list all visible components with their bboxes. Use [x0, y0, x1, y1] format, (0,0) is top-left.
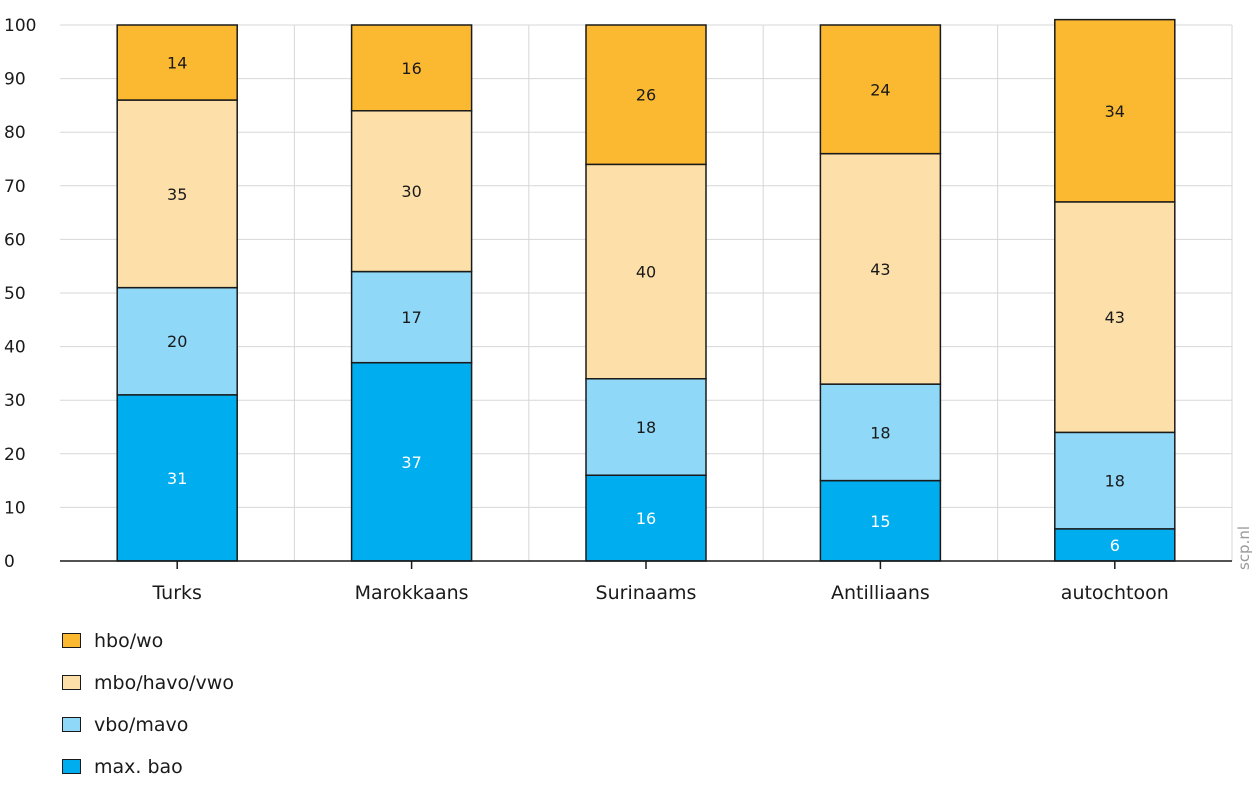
bar-segment	[585, 378, 707, 476]
y-tick-label: 30	[4, 391, 26, 411]
bar-segment	[350, 24, 473, 112]
bar-segment	[819, 383, 942, 482]
bar-segment	[819, 24, 942, 155]
data-label: 37	[401, 453, 421, 472]
bar-segment	[819, 152, 942, 385]
data-label: 17	[401, 308, 421, 327]
data-label: 18	[636, 418, 656, 437]
x-tick-label: Turks	[151, 582, 201, 604]
legend-swatch	[62, 633, 81, 648]
legend-label: hbo/wo	[94, 629, 164, 652]
data-label: 30	[401, 182, 421, 201]
bars: 31 20 35 14 37 17 30 16 16 18 40 26 15 18 43 24 6 18 43 34	[116, 18, 1176, 562]
data-label: 35	[167, 185, 187, 204]
data-label: 15	[870, 512, 890, 531]
legend-swatch	[62, 717, 81, 732]
legend-swatch	[62, 675, 81, 690]
legend-item: vbo/mavo	[62, 712, 234, 737]
legend-item: mbo/havo/vwo	[62, 670, 234, 695]
data-label: 20	[167, 332, 187, 351]
data-label: 31	[167, 469, 187, 488]
y-tick-label: 90	[4, 70, 26, 90]
legend-label: max. bao	[94, 755, 183, 778]
data-label: 34	[1105, 102, 1125, 121]
legend-item: hbo/wo	[62, 628, 234, 653]
bar-segment	[116, 286, 238, 396]
legend-swatch	[62, 759, 81, 774]
legend-item: max. bao	[62, 754, 234, 779]
legend-label: mbo/havo/vwo	[94, 671, 234, 694]
bar-segment	[1054, 528, 1176, 562]
data-label: 18	[870, 423, 890, 442]
x-tick-label: Antilliaans	[831, 582, 930, 604]
bar-segment	[585, 474, 707, 562]
bar-segment	[116, 394, 238, 562]
bar-segment	[116, 99, 238, 289]
stacked-bar-chart: 0 10 20 30 40 50 60 70 80 90 100 31 20 35 14 37 17 30 16 1…	[4, 16, 1253, 604]
data-label: 40	[636, 263, 656, 282]
bar-segment	[1054, 431, 1176, 530]
y-tick-label: 0	[4, 552, 15, 572]
data-label: 26	[636, 86, 656, 105]
data-label: 16	[636, 509, 656, 528]
source-label: scp.nl	[1235, 526, 1253, 570]
x-tick-label: autochtoon	[1061, 582, 1169, 604]
legend: hbo/wo mbo/havo/vwo vbo/mavo max. bao	[62, 628, 234, 796]
legend-label: vbo/mavo	[94, 713, 189, 736]
x-tick-label: Surinaams	[596, 582, 697, 604]
data-label: 14	[167, 54, 187, 73]
bar-segment	[819, 479, 942, 562]
y-tick-label: 70	[4, 177, 26, 197]
data-label: 24	[870, 80, 890, 99]
data-label: 18	[1105, 472, 1125, 491]
bar-segment	[1054, 18, 1176, 203]
bar-segment	[585, 163, 707, 380]
x-axis: Turks Marokkaans Surinaams Antilliaans autoc…	[60, 560, 1232, 604]
data-label: 6	[1110, 536, 1120, 555]
bar-segment	[350, 270, 473, 364]
y-tick-label: 60	[4, 230, 26, 250]
bar-segment	[116, 24, 238, 101]
y-tick-label: 40	[4, 338, 26, 358]
y-axis: 0 10 20 30 40 50 60 70 80 90 100	[4, 16, 36, 572]
y-tick-label: 20	[4, 445, 26, 465]
y-tick-label: 80	[4, 123, 26, 143]
y-tick-label: 50	[4, 284, 26, 304]
y-tick-label: 10	[4, 498, 26, 518]
data-label: 43	[1105, 308, 1125, 327]
data-label: 16	[401, 59, 421, 78]
bar-segment	[1054, 201, 1176, 434]
x-tick-label: Marokkaans	[355, 582, 469, 604]
y-tick-label: 100	[4, 16, 36, 36]
data-label: 43	[870, 260, 890, 279]
bar-segment	[585, 24, 707, 166]
